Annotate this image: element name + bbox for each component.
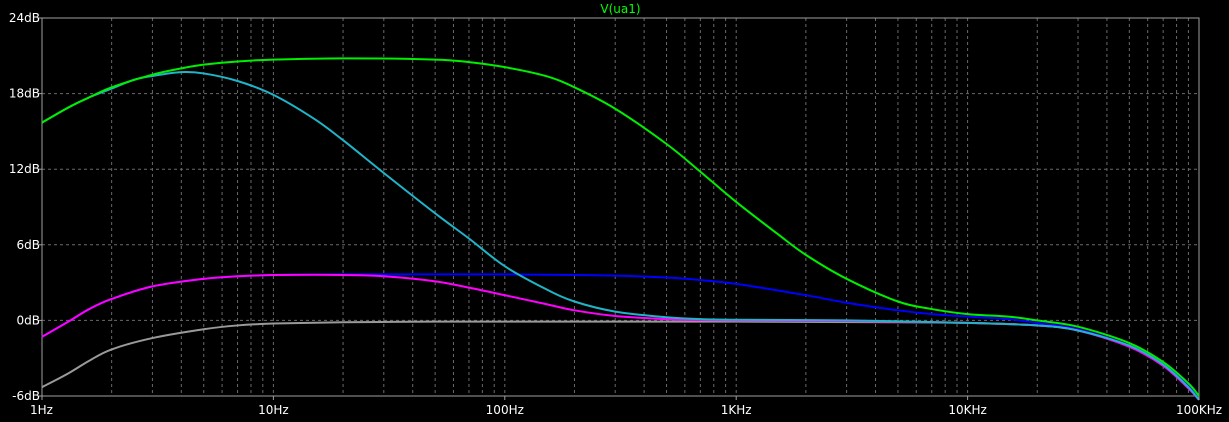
x-tick-label: 100KHz bbox=[1176, 403, 1222, 417]
series-line bbox=[41, 320, 1200, 401]
series-line bbox=[41, 57, 1200, 397]
y-tick-label: 6dB bbox=[17, 238, 40, 252]
y-tick-label: -6dB bbox=[12, 389, 40, 403]
x-tick-label: 1Hz bbox=[30, 403, 53, 417]
x-tick-label: 1KHz bbox=[721, 403, 752, 417]
series-layer bbox=[41, 57, 1200, 401]
y-tick-label: 18dB bbox=[9, 87, 40, 101]
x-tick-label: 100Hz bbox=[486, 403, 524, 417]
x-tick-label: 10KHz bbox=[948, 403, 986, 417]
y-tick-label: 12dB bbox=[9, 162, 40, 176]
series-line bbox=[41, 273, 1200, 400]
y-tick-label: 24dB bbox=[9, 11, 40, 25]
series-line bbox=[41, 273, 1200, 401]
plot-frame bbox=[41, 17, 1200, 397]
y-tick-label: 0dB bbox=[17, 313, 40, 327]
x-tick-label: 10Hz bbox=[258, 403, 289, 417]
series-line bbox=[41, 70, 1200, 401]
chart-title: V(ua1) bbox=[600, 2, 640, 16]
